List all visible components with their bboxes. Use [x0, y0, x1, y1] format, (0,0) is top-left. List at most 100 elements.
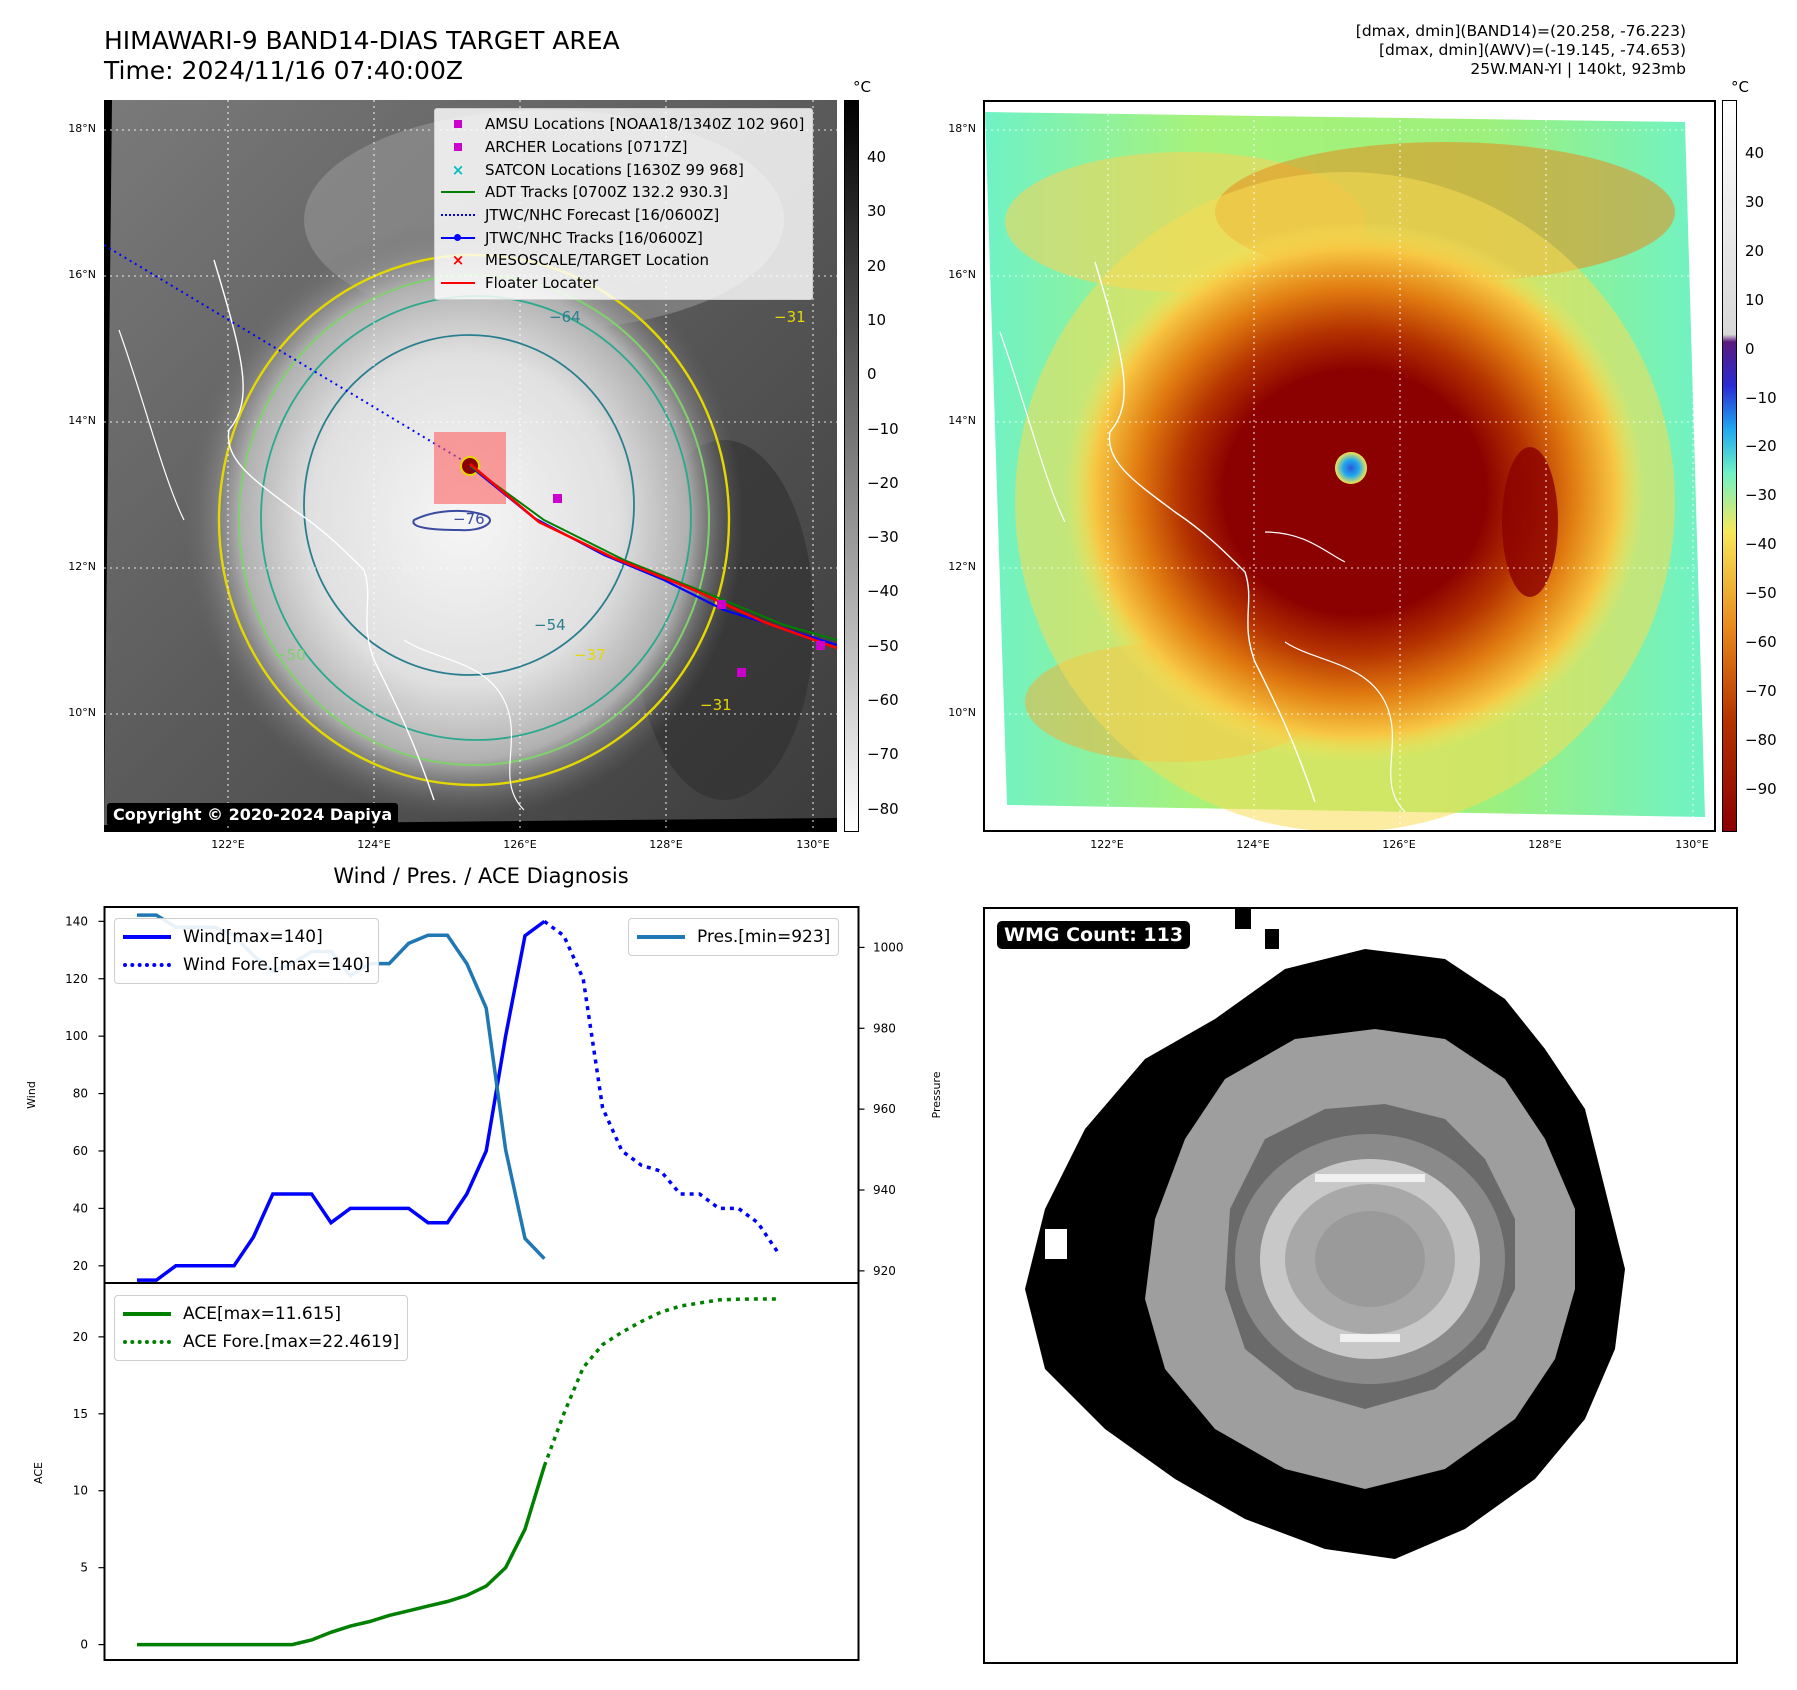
copyright-badge: Copyright © 2020-2024 Dapiya [107, 803, 399, 826]
ir-colorbar-tick: −50 [867, 636, 899, 655]
contour-label: −50 [274, 646, 306, 664]
contour-label: −37 [574, 646, 606, 664]
y-tick-label: 5 [80, 1561, 88, 1575]
contour-label: −31 [700, 696, 732, 714]
lat-label: 10°N [68, 706, 96, 719]
ir-colorbar-unit: °C [853, 78, 871, 96]
wmg-image [1025, 909, 1625, 1559]
awv-map-image [985, 102, 1714, 830]
y-tick-label: 15 [73, 1407, 88, 1421]
ace-axes [103, 1282, 860, 1661]
lat-label: 16°N [948, 268, 976, 281]
lon-label: 130°E [1675, 838, 1709, 851]
awv-colorbar-tick: −60 [1745, 633, 1777, 651]
figure-title: HIMAWARI-9 BAND14-DIAS TARGET AREA Time:… [104, 26, 620, 86]
ir-colorbar-tick: −20 [867, 473, 899, 492]
ir-map-lat-labels: 18°N 16°N 14°N 12°N 10°N [40, 100, 100, 832]
wind-forecast-series-line [543, 919, 779, 1253]
awv-colorbar-tick: −30 [1745, 486, 1777, 505]
lat-label: 18°N [68, 122, 96, 135]
legend-item-wind-forecast: Wind Fore.[max=140] [123, 951, 370, 979]
ace-ylabel: ACE [32, 1462, 45, 1484]
amsu-point [717, 600, 726, 609]
wind-legend: Wind[max=140] Wind Fore.[max=140] [114, 918, 380, 984]
lon-label: 126°E [1382, 838, 1416, 851]
lon-label: 122°E [211, 838, 245, 851]
awv-colorbar-tick: 10 [1745, 290, 1765, 309]
ir-colorbar-tick: 0 [867, 365, 877, 384]
lat-label: 14°N [68, 414, 96, 427]
ir-colorbar [844, 100, 859, 832]
ir-colorbar-tick: −40 [867, 582, 899, 601]
legend-item-ace-forecast: ACE Fore.[max=22.4619] [123, 1328, 399, 1356]
wind-ylabel: Wind [25, 1081, 38, 1109]
awv-map-lon-labels: 122°E 124°E 126°E 128°E 130°E [983, 838, 1716, 858]
y-tick-label: 980 [873, 1021, 896, 1035]
archer-point [553, 494, 562, 503]
pressure-legend: Pres.[min=923] [628, 918, 840, 956]
y-tick-label: 960 [873, 1102, 896, 1116]
y-tick-label: 940 [873, 1183, 896, 1197]
legend-item-floater: Floater Locater [441, 272, 804, 295]
ir-colorbar-tick: 10 [867, 310, 887, 329]
contour-label: −64 [549, 308, 581, 326]
title-line-2: Time: 2024/11/16 07:40:00Z [104, 56, 463, 85]
awv-map-panel [983, 100, 1716, 832]
y-tick-label: 140 [65, 914, 88, 928]
awv-map-lat-labels: 18°N 16°N 14°N 12°N 10°N [920, 100, 980, 832]
ace-forecast-series-line [542, 1297, 778, 1467]
adt-track-line [469, 465, 837, 641]
lat-label: 10°N [948, 706, 976, 719]
awv-colorbar-tick: 20 [1745, 241, 1765, 260]
awv-colorbar-tick: −70 [1745, 681, 1777, 700]
lat-label: 14°N [948, 414, 976, 427]
ir-colorbar-tick: −30 [867, 528, 899, 547]
wmg-panel: WMG Count: 113 [983, 907, 1738, 1664]
legend-item-adt: ADT Tracks [0700Z 132.2 930.3] [441, 181, 804, 204]
contour-label: −31 [774, 308, 806, 326]
info-line-3: 25W.MAN-YI | 140kt, 923mb [1470, 60, 1686, 78]
storm-eye [1335, 452, 1367, 484]
awv-colorbar-tick: −20 [1745, 437, 1777, 456]
lon-label: 124°E [357, 838, 391, 851]
contour-label: −76 [453, 510, 485, 528]
amsu-point [816, 641, 825, 650]
lon-label: 122°E [1090, 838, 1124, 851]
y-tick-label: 100 [65, 1029, 88, 1043]
legend-item-jtwc-tracks: JTWC/NHC Tracks [16/0600Z] [441, 226, 804, 249]
lat-label: 18°N [948, 122, 976, 135]
y-tick-label: 1000 [873, 940, 904, 954]
diagnosis-chart: 20 40 60 80 100 120 140 920 940 960 980 1000 0 5 10 1… [25, 906, 943, 1661]
legend-item-archer: ARCHER Locations [0717Z] [441, 136, 804, 159]
y-tick-label: 20 [73, 1259, 88, 1273]
awv-colorbar-tick: −80 [1745, 730, 1777, 749]
legend-item-target-location: × MESOSCALE/TARGET Location [451, 251, 710, 270]
wind-series-line [137, 919, 546, 1282]
awv-colorbar [1722, 100, 1737, 832]
title-line-1: HIMAWARI-9 BAND14-DIAS TARGET AREA [104, 26, 620, 55]
ir-colorbar-tick: 40 [867, 148, 887, 166]
pressure-ylabel: Pressure [930, 1071, 943, 1118]
y-tick-label: 60 [73, 1144, 88, 1158]
ir-colorbar-ticks: 40 30 20 10 0 −10 −20 −30 −40 −50 −60 −70 −80 [859, 100, 919, 832]
floater-track-line [469, 463, 837, 650]
y-tick-label: 80 [73, 1087, 88, 1101]
legend-item-pressure: Pres.[min=923] [637, 923, 830, 951]
awv-colorbar-tick: −40 [1745, 535, 1777, 554]
ir-map-lon-labels: 122°E 124°E 126°E 128°E 130°E [104, 838, 837, 858]
y-tick-label: 0 [80, 1638, 88, 1652]
y-tick-label: 120 [65, 972, 88, 986]
ir-map-legend: AMSU Locations [NOAA18/1340Z 102 960] AR… [434, 108, 814, 300]
awv-colorbar-tick: 40 [1745, 144, 1765, 162]
y-tick-label: 20 [73, 1330, 88, 1344]
lon-label: 128°E [1528, 838, 1562, 851]
ir-colorbar-tick: −70 [867, 745, 899, 764]
awv-colorbar-tick: −90 [1745, 779, 1777, 798]
y-tick-label: 920 [873, 1264, 896, 1278]
awv-colorbar-unit: °C [1731, 78, 1749, 96]
lon-label: 126°E [503, 838, 537, 851]
amsu-point [737, 668, 746, 677]
wmg-count-badge: WMG Count: 113 [997, 921, 1191, 949]
legend-item-jtwc-forecast: JTWC/NHC Forecast [16/0600Z] [441, 204, 804, 227]
awv-colorbar-ticks: 40 30 20 10 0 −10 −20 −30 −40 −50 −60 −70 −80 −90 [1737, 100, 1797, 832]
